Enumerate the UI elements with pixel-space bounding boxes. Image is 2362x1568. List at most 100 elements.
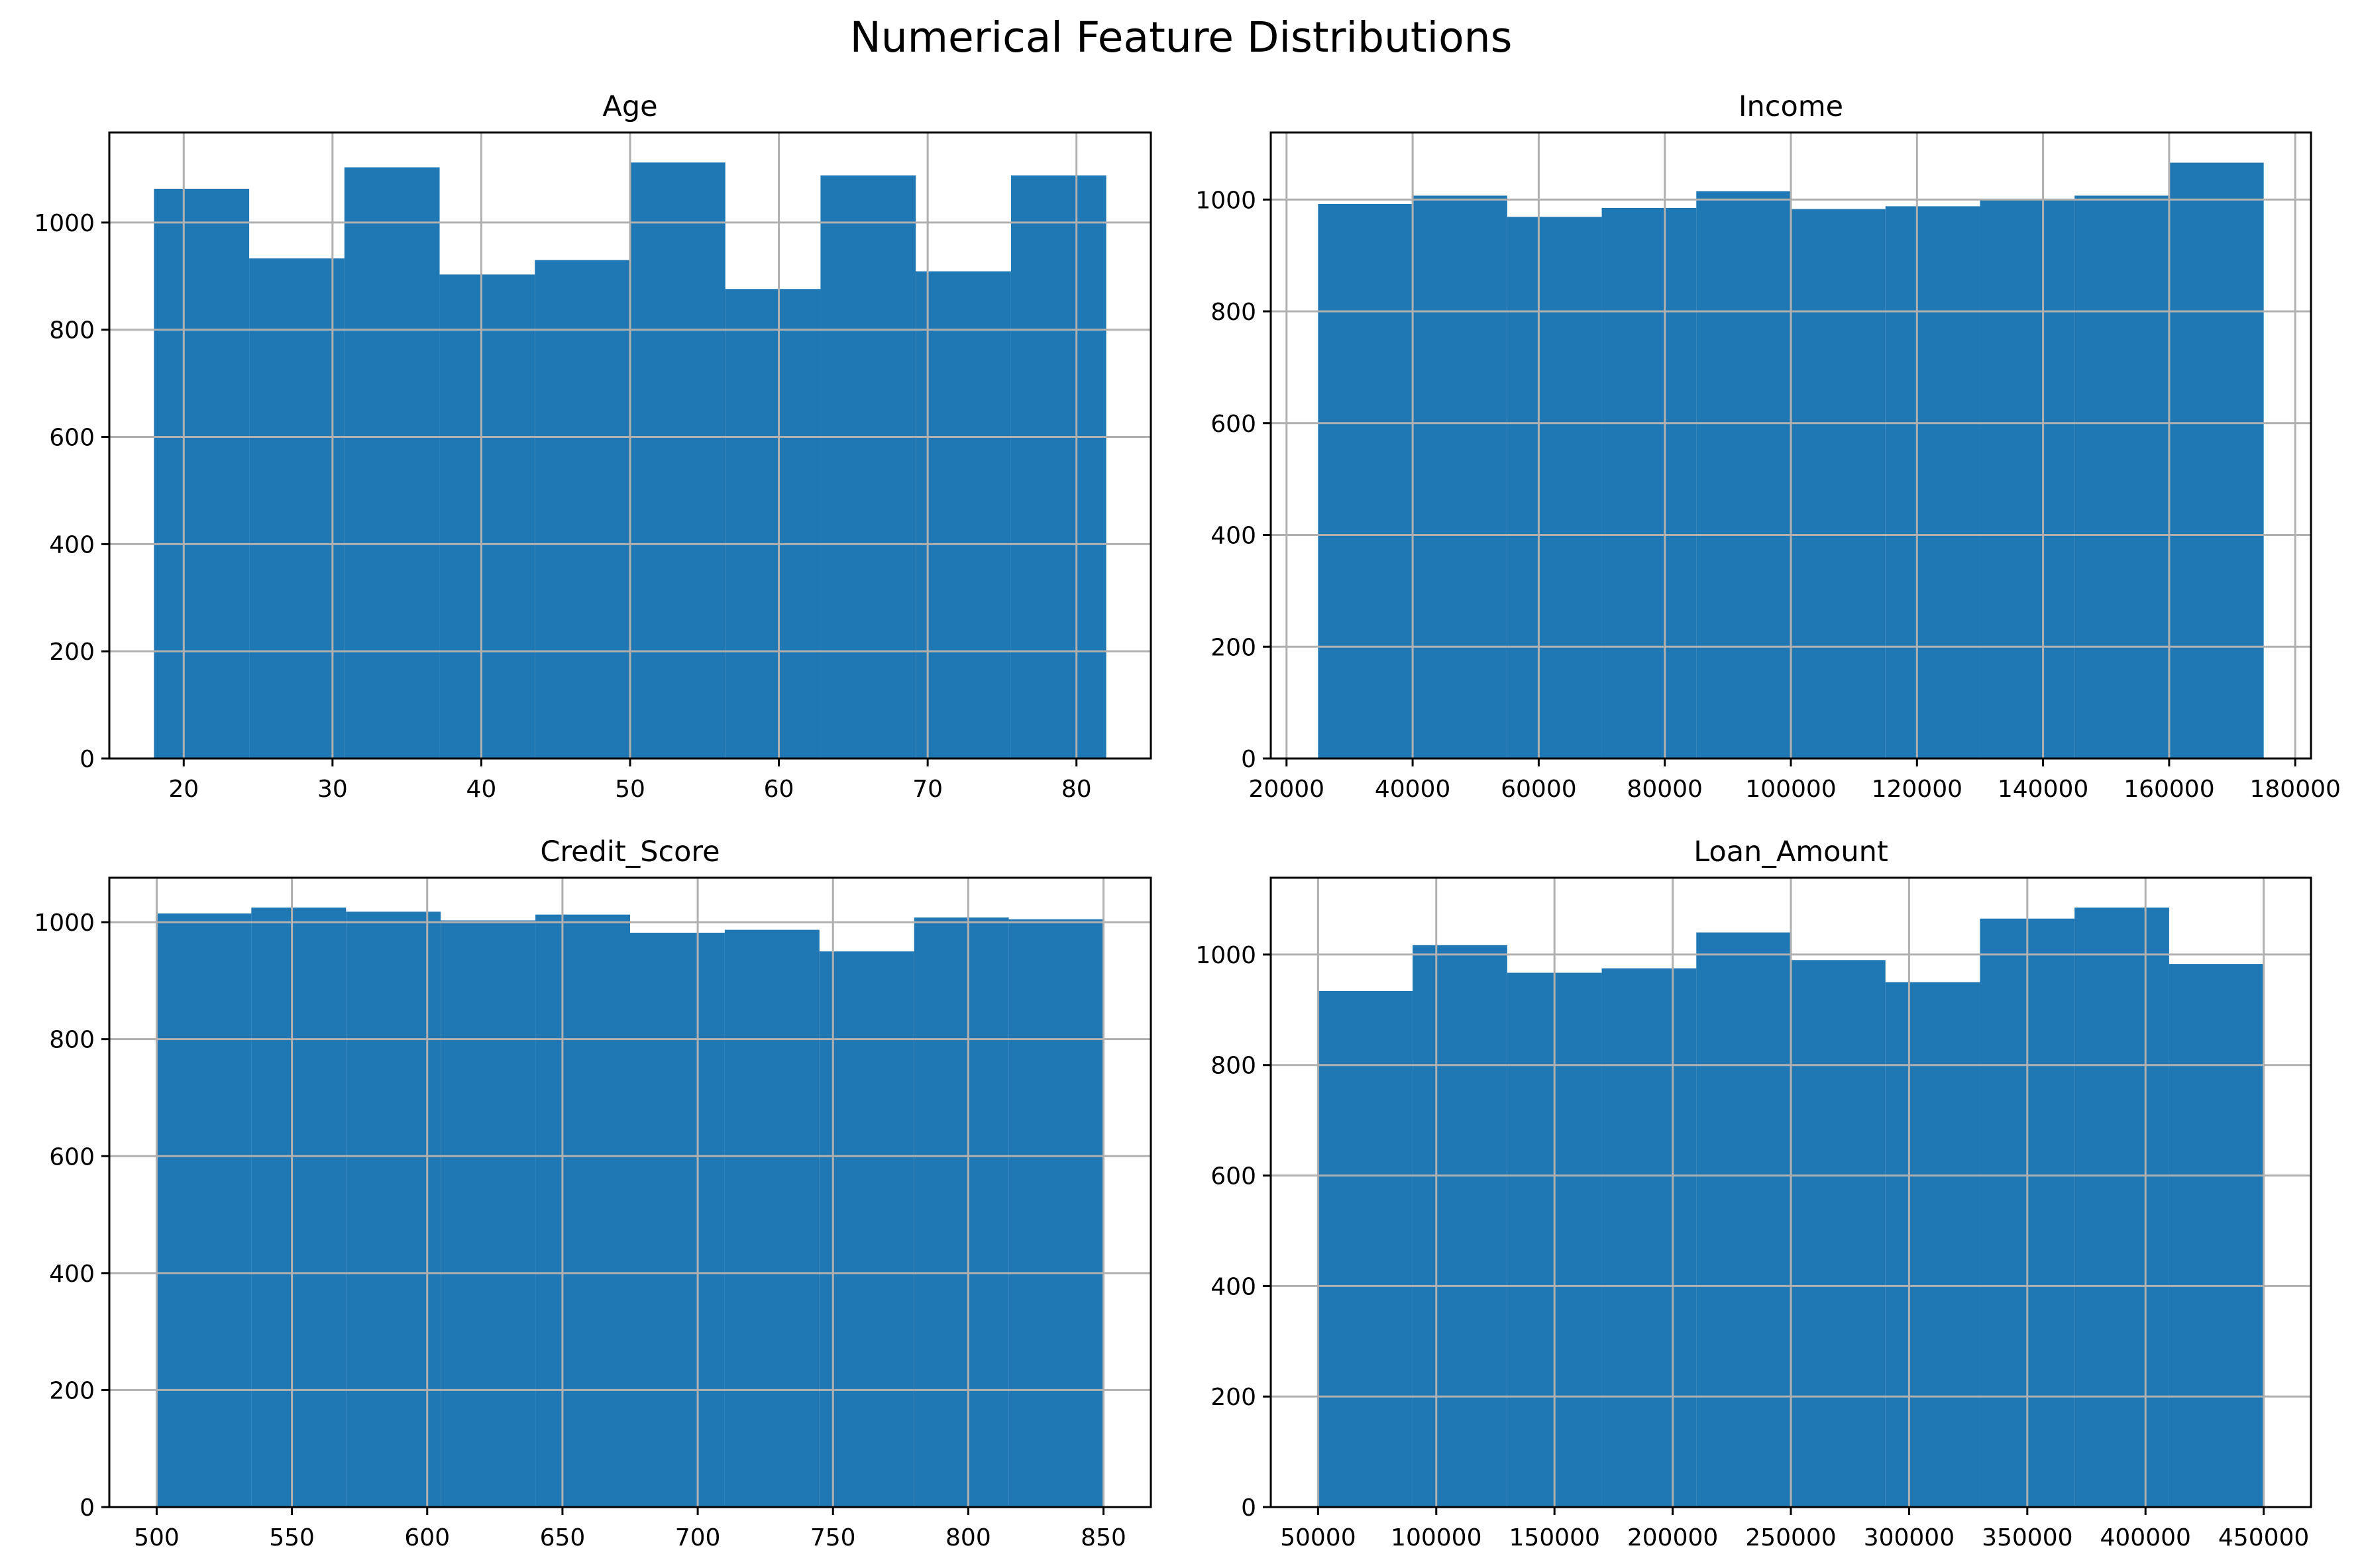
subplot-title: Credit_Score [540, 835, 720, 868]
subplot-title: Age [602, 90, 657, 123]
histogram-bar [819, 951, 914, 1507]
histogram-bar [535, 260, 630, 758]
y-tick-label: 1000 [1195, 942, 1256, 969]
y-tick-label: 1000 [34, 910, 95, 937]
x-tick-label: 40000 [1375, 776, 1451, 803]
histogram-bar [251, 908, 347, 1507]
histogram-bar [1008, 919, 1104, 1507]
histogram-bar [1885, 982, 1980, 1507]
x-tick-label: 100000 [1391, 1524, 1481, 1551]
histogram-bar [156, 913, 252, 1507]
x-tick-label: 120000 [1872, 776, 1962, 803]
x-tick-label: 850 [1081, 1524, 1126, 1551]
x-tick-label: 350000 [1982, 1524, 2072, 1551]
histogram-bar [1601, 968, 1697, 1507]
subplot-title: Loan_Amount [1693, 835, 1888, 868]
y-tick-label: 400 [1210, 523, 1256, 550]
y-tick-label: 400 [49, 1261, 95, 1288]
histogram-bar [1791, 960, 1886, 1507]
histogram-bar [2169, 964, 2264, 1507]
y-tick-label: 600 [49, 1143, 95, 1171]
histogram-bar [630, 932, 725, 1507]
x-tick-label: 180000 [2249, 776, 2340, 803]
y-tick-label: 800 [1210, 299, 1256, 326]
y-tick-label: 600 [49, 425, 95, 452]
figure-title: Numerical Feature Distributions [849, 13, 1513, 62]
histogram-bar [2074, 195, 2169, 759]
y-tick-label: 200 [1210, 1384, 1256, 1411]
histogram-bar [1413, 195, 1507, 759]
histogram-bar [820, 175, 916, 759]
x-tick-label: 140000 [1998, 776, 2088, 803]
histogram-bar [1980, 199, 2075, 758]
histogram-bar [2074, 908, 2169, 1507]
histogram-bar [725, 289, 821, 758]
x-tick-label: 600 [404, 1524, 450, 1551]
subplot-credit-score: 500 550 600 650 700 750 800 850 0 200 400 600 800 100… [34, 835, 1152, 1551]
histogram-bar [1413, 945, 1507, 1507]
y-tick-label: 1000 [1195, 187, 1256, 214]
y-tick-label: 600 [1210, 411, 1256, 438]
x-tick-label: 60 [764, 776, 794, 803]
x-tick-label: 800 [945, 1524, 991, 1551]
y-tick-label: 400 [49, 531, 95, 558]
y-tick-label: 800 [49, 317, 95, 344]
histogram-bar [2169, 162, 2264, 758]
y-tick-label: 600 [1210, 1163, 1256, 1190]
x-tick-label: 750 [810, 1524, 856, 1551]
y-tick-label: 0 [80, 746, 95, 773]
histogram-bar [346, 912, 441, 1507]
y-tick-label: 0 [1241, 746, 1256, 773]
x-tick-label: 60000 [1501, 776, 1577, 803]
x-tick-label: 150000 [1509, 1524, 1599, 1551]
subplot-loan-amount: 50000 100000 150000 200000 250000 300000 35000… [1195, 835, 2312, 1551]
x-tick-label: 700 [675, 1524, 721, 1551]
histogram-bar [1601, 207, 1697, 758]
x-tick-label: 160000 [2123, 776, 2214, 803]
histogram-bar [916, 271, 1011, 758]
histogram-bar [630, 162, 725, 758]
y-tick-label: 400 [1210, 1273, 1256, 1300]
histogram-bar [344, 167, 440, 759]
histogram-bar [1010, 175, 1106, 759]
x-tick-label: 80000 [1627, 776, 1703, 803]
x-tick-label: 300000 [1864, 1524, 1955, 1551]
histogram-bar [1696, 191, 1791, 759]
y-tick-label: 200 [49, 639, 95, 666]
histogram-bar [441, 920, 536, 1507]
histogram-bar [1696, 932, 1791, 1507]
x-tick-label: 80 [1061, 776, 1092, 803]
y-tick-label: 800 [49, 1027, 95, 1054]
x-tick-label: 50000 [1280, 1524, 1356, 1551]
x-tick-label: 200000 [1627, 1524, 1718, 1551]
x-tick-label: 650 [540, 1524, 586, 1551]
y-tick-label: 0 [80, 1494, 95, 1522]
x-tick-label: 20000 [1249, 776, 1325, 803]
y-tick-label: 0 [1241, 1494, 1256, 1522]
x-tick-label: 550 [269, 1524, 315, 1551]
histogram-bar [154, 188, 250, 758]
y-tick-label: 200 [1210, 634, 1256, 661]
x-tick-label: 250000 [1745, 1524, 1836, 1551]
y-tick-label: 200 [49, 1377, 95, 1404]
axes-frame [108, 876, 1152, 1508]
x-tick-label: 400000 [2100, 1524, 2191, 1551]
histogram-bar [1318, 204, 1413, 758]
x-tick-label: 450000 [2218, 1524, 2309, 1551]
y-tick-label: 800 [1210, 1053, 1256, 1080]
histogram-bar [1507, 217, 1602, 758]
histogram-bar [439, 274, 535, 758]
histogram-bar [535, 914, 630, 1507]
subplot-title: Income [1739, 90, 1843, 123]
histogram-bar [1885, 206, 1980, 759]
x-tick-label: 30 [317, 776, 348, 803]
x-tick-label: 70 [912, 776, 943, 803]
histogram-bar [1791, 209, 1886, 759]
x-tick-label: 500 [134, 1524, 180, 1551]
x-tick-label: 40 [466, 776, 497, 803]
histogram-bar [914, 917, 1009, 1507]
x-tick-label: 100000 [1745, 776, 1836, 803]
histogram-bar [724, 929, 820, 1507]
histogram-bar [249, 258, 345, 758]
